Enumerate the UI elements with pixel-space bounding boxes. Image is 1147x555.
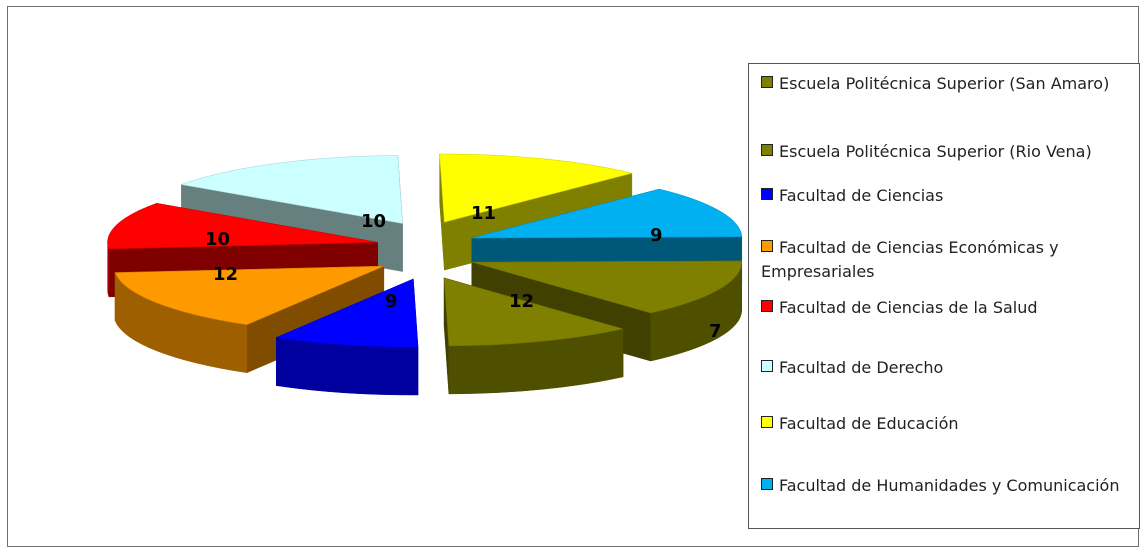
legend-label-1: Escuela Politécnica Superior (San Amaro) [779, 74, 1110, 93]
pie-slice-2-top [443, 277, 624, 347]
data-label-8: 10 [361, 211, 386, 232]
legend-item-7: Facultad de Educación [761, 412, 1133, 436]
data-label-6: 12 [213, 264, 238, 285]
pie-slice-3-top [275, 278, 419, 348]
legend-swatch-4 [761, 240, 773, 252]
legend-swatch-7 [761, 416, 773, 428]
legend-item-4: Facultad de Ciencias Económicas y Empres… [761, 236, 1133, 284]
legend-item-6: Facultad de Derecho [761, 356, 1133, 380]
chart-frame: 11 9 7 12 9 12 10 10 Escuela Politécnica Superi… [7, 6, 1140, 547]
legend-label-2: Escuela Politécnica Superior (Rio Vena) [779, 142, 1092, 161]
data-label-4: 12 [509, 291, 534, 312]
data-label-2: 9 [650, 225, 663, 246]
legend-swatch-2 [761, 144, 773, 156]
pie-slice-6-top [180, 155, 403, 224]
legend-item-3: Facultad de Ciencias [761, 184, 1133, 208]
legend-item-5: Facultad de Ciencias de la Salud [761, 296, 1133, 320]
data-labels: 11 9 7 12 9 12 10 10 [205, 203, 722, 342]
pie-slice-5-side [107, 242, 110, 297]
pie-slice-5-top [107, 203, 378, 250]
legend-label-4: Facultad de Ciencias Económicas y Empres… [761, 238, 1059, 281]
pie-slice-8-top [471, 188, 743, 239]
legend-swatch-8 [761, 478, 773, 490]
pie-slice-3 [275, 278, 419, 396]
legend-item-8: Facultad de Humanidades y Comunicación [761, 474, 1133, 498]
pie-slices [107, 153, 743, 396]
legend-swatch-1 [761, 76, 773, 88]
legend-label-5: Facultad de Ciencias de la Salud [779, 298, 1038, 317]
legend-swatch-6 [761, 360, 773, 372]
pie-slice-4-top [114, 265, 384, 326]
data-label-5: 9 [385, 291, 398, 312]
legend-label-3: Facultad de Ciencias [779, 186, 944, 205]
legend-swatch-3 [761, 188, 773, 200]
legend-label-6: Facultad de Derecho [779, 358, 944, 377]
legend-swatch-5 [761, 300, 773, 312]
data-label-3: 7 [709, 321, 722, 342]
legend-label-8: Facultad de Humanidades y Comunicación [779, 476, 1120, 495]
pie-slice-1-top [471, 260, 743, 314]
pie-slice-2 [443, 277, 624, 395]
data-label-1: 11 [471, 203, 496, 224]
legend-item-1: Escuela Politécnica Superior (San Amaro) [761, 72, 1133, 96]
legend-item-2: Escuela Politécnica Superior (Rio Vena) [761, 140, 1133, 164]
data-label-7: 10 [205, 229, 230, 250]
pie-chart: 11 9 7 12 9 12 10 10 [107, 153, 743, 396]
chart-legend: Escuela Politécnica Superior (San Amaro)… [748, 63, 1140, 529]
legend-label-7: Facultad de Educación [779, 414, 959, 433]
pie-slice-7-top [439, 153, 632, 223]
